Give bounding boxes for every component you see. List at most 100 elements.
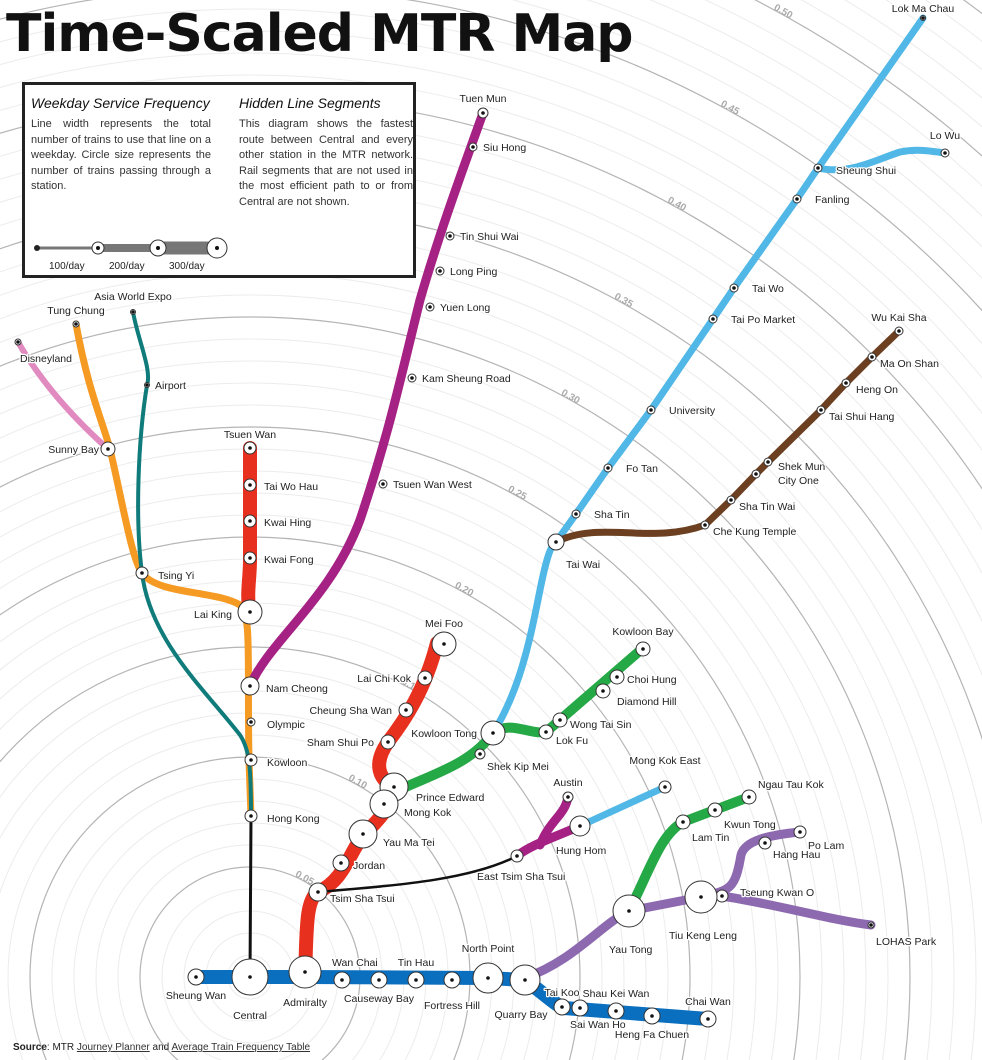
station-lai-chi-kok[interactable]	[417, 670, 433, 686]
station-olympic[interactable]	[246, 717, 256, 727]
station-asia-world-expo[interactable]	[130, 309, 136, 315]
station-dot	[554, 540, 558, 544]
station-wu-kai-sha[interactable]	[894, 326, 904, 336]
station-lok-ma-chau[interactable]	[920, 15, 926, 21]
station-tsim-sha-tsui[interactable]	[308, 882, 328, 902]
station-tin-shui-wai[interactable]	[445, 231, 455, 241]
station-north-point[interactable]	[472, 962, 504, 994]
station-shau-kei-wan[interactable]	[607, 1002, 625, 1020]
station-airport[interactable]	[144, 382, 150, 388]
station-tsuen-wan-west[interactable]	[378, 479, 388, 489]
station-sunny-bay[interactable]	[100, 441, 116, 457]
station-label-shek-kip-mei: Shek Kip Mei	[487, 761, 549, 773]
station-hang-hau[interactable]	[758, 836, 772, 850]
source-note: Source: MTR Journey Planner and Average …	[13, 1042, 310, 1053]
station-tai-koo[interactable]	[553, 998, 571, 1016]
station-tai-wai[interactable]	[547, 533, 565, 551]
ma-on-shan-line[interactable]	[552, 327, 903, 546]
station-tsing-yi[interactable]	[135, 566, 149, 580]
station-central[interactable]	[231, 958, 269, 996]
station-label-lok-fu: Lok Fu	[556, 735, 588, 747]
station-lai-king[interactable]	[237, 599, 263, 625]
station-kowloon-bay[interactable]	[635, 641, 651, 657]
station-fo-tan[interactable]	[603, 463, 613, 473]
station-kwai-fong[interactable]	[243, 551, 257, 565]
station-heng-fa-chuen[interactable]	[643, 1007, 661, 1025]
station-dot	[515, 854, 519, 858]
station-kwai-hing[interactable]	[243, 514, 257, 528]
station-quarry-bay[interactable]	[509, 964, 541, 996]
station-dot	[140, 571, 144, 575]
station-tai-shui-hang[interactable]	[816, 405, 826, 415]
journey-planner-link[interactable]: Journey Planner	[76, 1042, 150, 1053]
station-dot	[248, 975, 252, 979]
station-hung-hom[interactable]	[569, 815, 591, 837]
station-label-hong-kong: Hong Kong	[267, 813, 320, 825]
station-kwun-tong[interactable]	[707, 802, 723, 818]
station-sheung-wan[interactable]	[187, 968, 205, 986]
station-dot	[248, 446, 252, 450]
station-sham-shui-po[interactable]	[380, 734, 396, 750]
station-shek-kip-mei[interactable]	[474, 748, 486, 760]
station-cheung-sha-wan[interactable]	[398, 702, 414, 718]
station-wong-tai-sin[interactable]	[552, 712, 568, 728]
station-sai-wan-ho[interactable]	[571, 999, 589, 1017]
station-tuen-mun[interactable]	[477, 107, 489, 119]
station-tseung-kwan-o[interactable]	[715, 889, 729, 903]
station-lo-wu[interactable]	[940, 148, 950, 158]
station-label-fortress-hill: Fortress Hill	[424, 1000, 480, 1012]
station-tung-chung[interactable]	[72, 320, 80, 328]
station-tai-wo[interactable]	[729, 283, 739, 293]
station-po-lam[interactable]	[793, 825, 807, 839]
station-diamond-hill[interactable]	[595, 683, 611, 699]
east-rail-line[interactable]	[489, 14, 949, 830]
station-dot	[248, 556, 252, 560]
station-yuen-long[interactable]	[425, 302, 435, 312]
airport-express-line[interactable]	[131, 310, 253, 818]
station-fortress-hill[interactable]	[443, 971, 461, 989]
station-label-kam-sheung-road: Kam Sheung Road	[422, 373, 511, 385]
station-tsuen-wan[interactable]	[243, 441, 257, 455]
station-long-ping[interactable]	[435, 266, 445, 276]
station-che-kung-temple[interactable]	[700, 520, 710, 530]
station-kowloon-tong[interactable]	[480, 720, 506, 746]
station-austin[interactable]	[562, 791, 574, 803]
station-sha-tin[interactable]	[571, 509, 581, 519]
station-shek-mun[interactable]	[763, 457, 773, 467]
station-choi-hung[interactable]	[609, 669, 625, 685]
station-east-tsim-sha-tsui[interactable]	[510, 849, 524, 863]
station-lok-fu[interactable]	[538, 724, 554, 740]
station-kam-sheung-road[interactable]	[407, 373, 417, 383]
station-tiu-keng-leng[interactable]	[684, 880, 718, 914]
station-mei-foo[interactable]	[431, 631, 457, 657]
station-ma-on-shan[interactable]	[867, 352, 877, 362]
station-university[interactable]	[646, 405, 656, 415]
station-heng-on[interactable]	[841, 378, 851, 388]
disneyland-line[interactable]	[15, 339, 111, 452]
train-frequency-table-link[interactable]: Average Train Frequency Table	[171, 1042, 311, 1053]
station-yau-ma-tei[interactable]	[348, 819, 378, 849]
station-disneyland[interactable]	[14, 338, 22, 346]
station-lohas-park[interactable]	[867, 921, 875, 929]
station-chai-wan[interactable]	[699, 1010, 717, 1028]
station-siu-hong[interactable]	[468, 142, 478, 152]
station-sha-tin-wai[interactable]	[726, 495, 736, 505]
station-tin-hau[interactable]	[407, 971, 425, 989]
station-admiralty[interactable]	[288, 955, 322, 989]
station-wan-chai[interactable]	[333, 971, 351, 989]
station-yau-tong[interactable]	[612, 894, 646, 928]
station-mong-kok[interactable]	[369, 789, 399, 819]
station-nam-cheong[interactable]	[240, 676, 260, 696]
station-sheung-shui[interactable]	[813, 163, 823, 173]
station-tai-wo-hau[interactable]	[243, 478, 257, 492]
station-jordan[interactable]	[332, 854, 350, 872]
station-causeway-bay[interactable]	[370, 971, 388, 989]
station-tai-po-market[interactable]	[708, 314, 718, 324]
station-city-one[interactable]	[751, 469, 761, 479]
station-mong-kok-east[interactable]	[658, 780, 672, 794]
station-kowloon[interactable]	[244, 753, 258, 767]
station-hong-kong[interactable]	[244, 809, 258, 823]
station-lam-tin[interactable]	[675, 814, 691, 830]
station-fanling[interactable]	[792, 194, 802, 204]
station-ngau-tau-kok[interactable]	[741, 789, 757, 805]
